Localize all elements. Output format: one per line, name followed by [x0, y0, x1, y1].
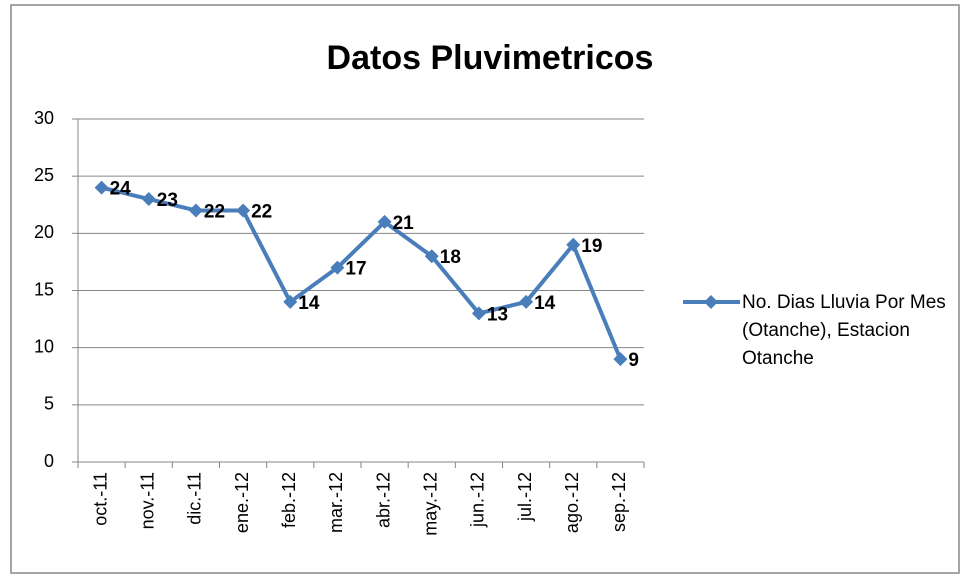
data-label: 21 — [393, 213, 415, 234]
data-label: 13 — [487, 304, 508, 325]
x-tick-label: nov.-11 — [138, 472, 158, 529]
y-tick-label: 10 — [34, 336, 54, 356]
marker — [519, 294, 534, 309]
y-tick-label: 30 — [34, 108, 54, 128]
chart-title: Datos Pluvimetricos — [327, 39, 654, 77]
x-tick-label: oct.-11 — [90, 472, 110, 526]
x-tick-label: sep.-12 — [609, 472, 629, 532]
data-label: 14 — [534, 293, 556, 314]
data-label: 17 — [345, 259, 366, 280]
chart-border — [10, 4, 960, 574]
x-tick-label: feb.-12 — [279, 472, 299, 528]
marker — [566, 237, 581, 252]
x-tick-label: ene.-12 — [232, 472, 252, 533]
marker — [330, 260, 345, 275]
x-tick-label: dic.-11 — [185, 472, 205, 525]
marker — [141, 192, 156, 207]
marker — [613, 352, 628, 367]
legend-label: No. Dias Lluvia Por Mes (Otanche), Estac… — [742, 292, 946, 369]
marker — [283, 294, 298, 309]
y-tick-label: 5 — [44, 394, 54, 414]
y-tick-label: 25 — [34, 165, 54, 185]
data-label: 22 — [204, 201, 225, 222]
y-tick-label: 15 — [34, 279, 54, 299]
marker — [377, 214, 392, 229]
x-tick-label: mar.-12 — [326, 472, 346, 533]
marker — [94, 180, 109, 195]
data-label: 23 — [157, 190, 178, 211]
x-tick-label: ago.-12 — [562, 472, 582, 533]
data-label: 19 — [581, 236, 602, 257]
y-tick-label: 0 — [44, 451, 54, 471]
marker — [236, 203, 251, 218]
x-tick-label: jul.-12 — [515, 472, 535, 522]
marker — [424, 249, 439, 264]
data-label: 22 — [251, 201, 272, 222]
data-label: 14 — [298, 293, 320, 314]
data-label: 9 — [628, 350, 639, 371]
x-tick-label: may.-12 — [421, 472, 441, 536]
y-tick-label: 20 — [34, 222, 54, 242]
marker — [471, 306, 486, 321]
data-label: 24 — [110, 179, 132, 200]
data-label: 18 — [440, 247, 461, 268]
series-line — [101, 185, 623, 360]
marker — [188, 203, 203, 218]
x-tick-label: abr.-12 — [373, 472, 393, 528]
x-tick-label: jun.-12 — [468, 472, 488, 528]
legend-marker — [704, 295, 718, 309]
